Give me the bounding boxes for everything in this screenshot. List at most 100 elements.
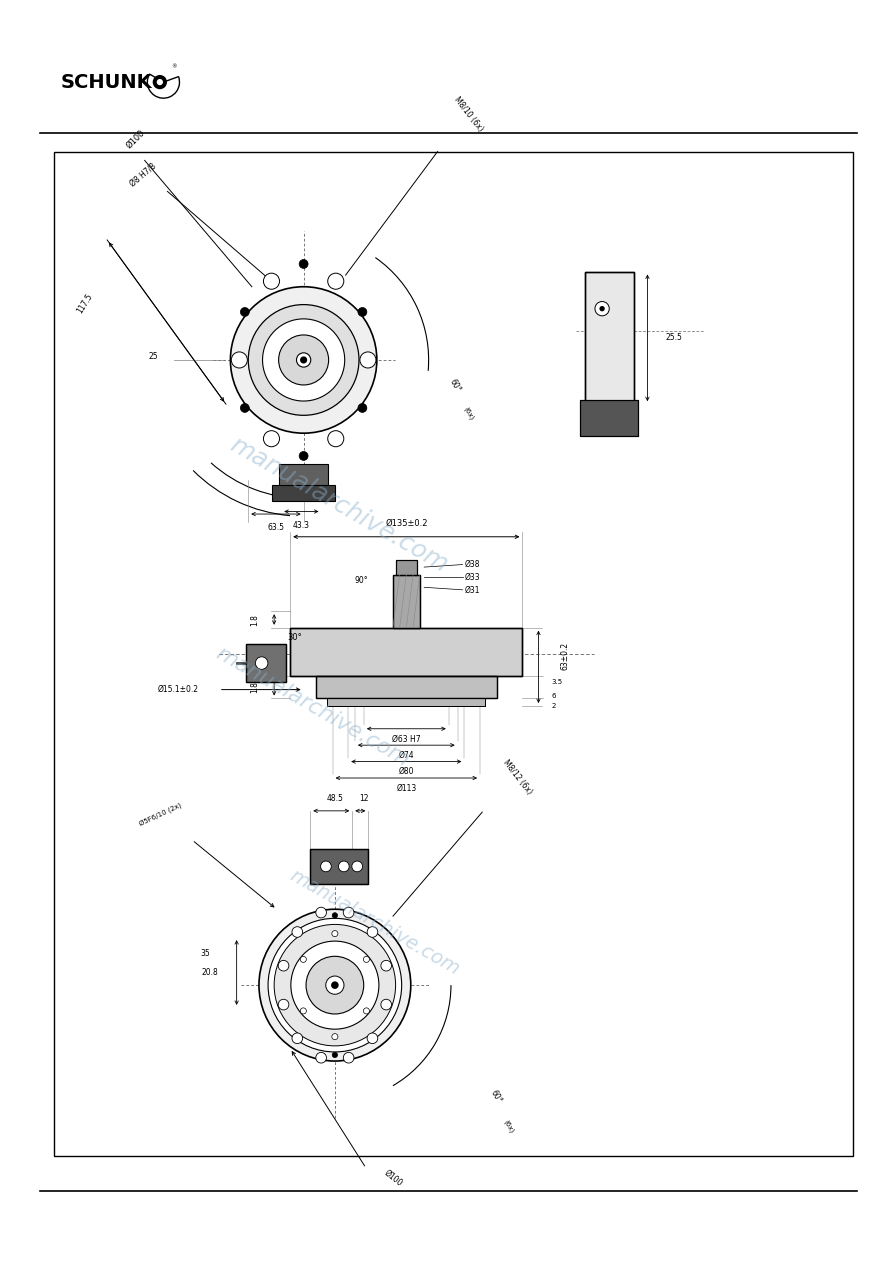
Bar xyxy=(396,560,417,575)
Circle shape xyxy=(595,302,609,316)
Text: M8/12 (6x): M8/12 (6x) xyxy=(502,758,534,796)
Text: 117.5: 117.5 xyxy=(75,292,95,314)
Circle shape xyxy=(358,403,367,413)
Text: SCHUNK: SCHUNK xyxy=(61,72,153,92)
Circle shape xyxy=(332,1033,338,1039)
Text: 35: 35 xyxy=(201,949,210,959)
Text: Ø100: Ø100 xyxy=(125,128,146,150)
Bar xyxy=(246,644,286,682)
Text: 6: 6 xyxy=(552,693,556,698)
Text: 3.5: 3.5 xyxy=(552,679,563,685)
Circle shape xyxy=(358,307,367,317)
Circle shape xyxy=(300,356,307,364)
Text: Ø74: Ø74 xyxy=(398,750,414,760)
Circle shape xyxy=(231,352,247,368)
Bar xyxy=(311,849,368,884)
Bar xyxy=(393,575,420,628)
Text: 43.3: 43.3 xyxy=(292,520,310,530)
Circle shape xyxy=(599,306,605,312)
Circle shape xyxy=(292,927,303,937)
Circle shape xyxy=(279,960,288,971)
Text: 1.8: 1.8 xyxy=(250,614,259,626)
Bar xyxy=(396,560,417,575)
Circle shape xyxy=(381,960,391,971)
Circle shape xyxy=(299,259,308,269)
Circle shape xyxy=(259,909,411,1061)
Circle shape xyxy=(299,451,308,461)
Text: Ø63 H7: Ø63 H7 xyxy=(392,734,421,744)
Text: manualarchive.com: manualarchive.com xyxy=(213,644,413,770)
Text: 1.8: 1.8 xyxy=(250,681,259,693)
Text: Ø33: Ø33 xyxy=(464,572,480,582)
Text: Ø38: Ø38 xyxy=(464,560,480,570)
Circle shape xyxy=(296,352,311,368)
Text: (6x): (6x) xyxy=(503,1119,515,1134)
Text: manualarchive.com: manualarchive.com xyxy=(287,865,463,979)
Circle shape xyxy=(230,287,377,433)
Circle shape xyxy=(291,941,379,1029)
Circle shape xyxy=(328,431,344,447)
Circle shape xyxy=(274,925,396,1046)
Circle shape xyxy=(338,861,349,871)
Text: 60°: 60° xyxy=(448,378,463,393)
Text: 90°: 90° xyxy=(355,576,369,586)
Text: 2: 2 xyxy=(552,703,556,709)
Bar xyxy=(279,464,328,486)
Bar xyxy=(328,698,485,706)
Text: Ø5F6/10 (2x): Ø5F6/10 (2x) xyxy=(138,802,183,827)
Text: 63±0.2: 63±0.2 xyxy=(561,642,570,669)
Circle shape xyxy=(326,976,344,994)
Text: Ø31: Ø31 xyxy=(464,585,480,595)
Circle shape xyxy=(360,352,376,368)
Circle shape xyxy=(240,307,249,317)
Text: Ø113: Ø113 xyxy=(396,783,416,793)
Text: 20.8: 20.8 xyxy=(202,967,218,978)
Text: (6x): (6x) xyxy=(463,405,475,421)
Bar xyxy=(393,575,420,628)
Circle shape xyxy=(332,1052,338,1057)
Circle shape xyxy=(263,273,280,289)
Text: M8/10 (6x): M8/10 (6x) xyxy=(453,95,485,133)
Circle shape xyxy=(300,956,306,962)
Circle shape xyxy=(263,318,345,402)
Circle shape xyxy=(279,999,288,1010)
Circle shape xyxy=(240,403,249,413)
Circle shape xyxy=(352,861,363,871)
Circle shape xyxy=(316,907,327,918)
Circle shape xyxy=(263,431,280,447)
Text: 12: 12 xyxy=(359,793,369,803)
Bar xyxy=(580,400,638,436)
Text: 60°: 60° xyxy=(488,1089,503,1104)
Circle shape xyxy=(332,913,338,918)
Bar xyxy=(271,485,336,501)
Bar xyxy=(290,628,522,676)
Bar xyxy=(580,400,638,436)
Circle shape xyxy=(321,861,331,871)
Circle shape xyxy=(306,956,363,1014)
Circle shape xyxy=(300,1008,306,1014)
Bar xyxy=(316,676,497,698)
Ellipse shape xyxy=(153,75,167,90)
Text: Ø80: Ø80 xyxy=(398,767,414,777)
Bar xyxy=(585,272,634,404)
Bar xyxy=(328,698,485,706)
Text: 25.5: 25.5 xyxy=(666,333,682,342)
Ellipse shape xyxy=(157,80,163,85)
Text: 48.5: 48.5 xyxy=(327,793,343,803)
Bar xyxy=(311,849,368,884)
Bar xyxy=(54,152,853,1156)
Circle shape xyxy=(363,1008,370,1014)
Circle shape xyxy=(343,1052,354,1063)
Bar xyxy=(316,676,497,698)
Circle shape xyxy=(343,907,354,918)
Circle shape xyxy=(316,1052,327,1063)
Text: 63.5: 63.5 xyxy=(267,523,285,533)
Circle shape xyxy=(367,1033,378,1043)
Text: 25: 25 xyxy=(149,351,158,361)
Text: Ø8 H7/8: Ø8 H7/8 xyxy=(128,160,158,188)
Text: manualarchive.com: manualarchive.com xyxy=(226,433,453,577)
Circle shape xyxy=(331,981,338,989)
Circle shape xyxy=(381,999,391,1010)
Bar xyxy=(585,272,634,404)
Circle shape xyxy=(279,335,329,385)
